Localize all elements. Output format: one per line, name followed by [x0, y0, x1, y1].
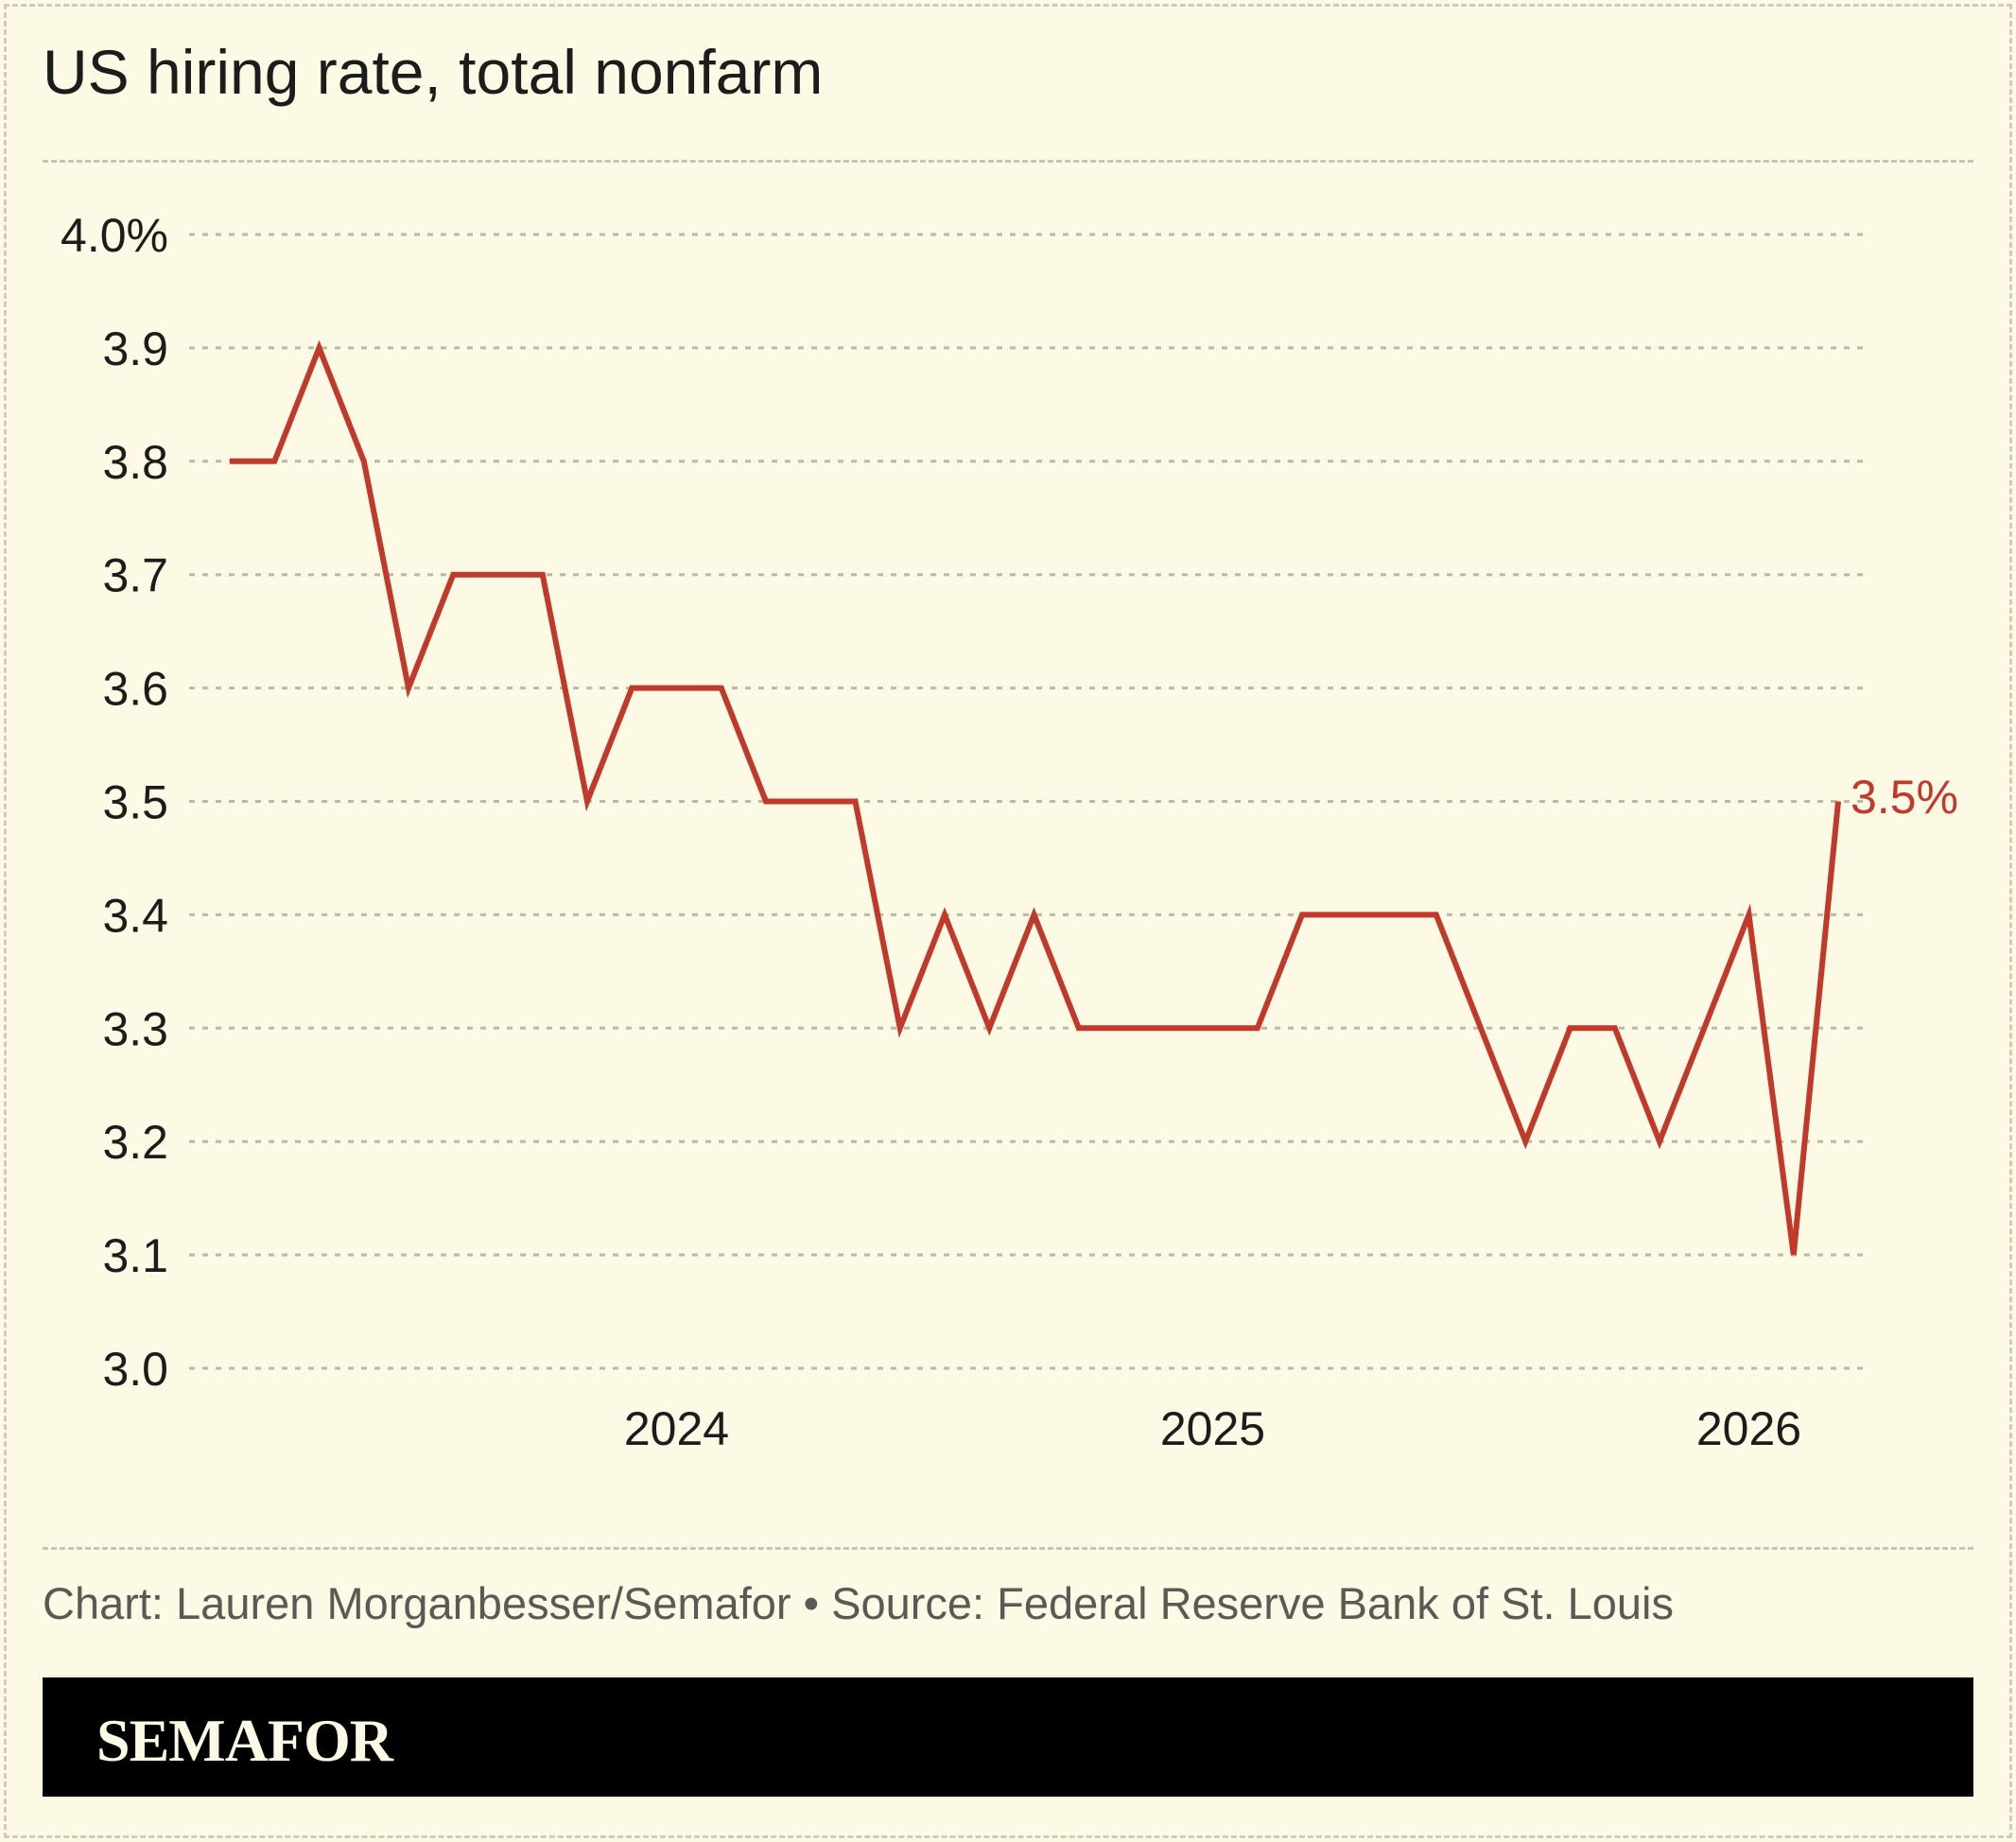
chart-frame [4, 4, 2012, 1838]
y-tick-label: 3.1 [102, 1229, 168, 1282]
end-value-label: 3.5% [1851, 771, 1958, 824]
y-tick-label: 3.4 [102, 889, 168, 942]
source-credit: Chart: Lauren Morganbesser/Semafor • Sou… [43, 1578, 1674, 1628]
chart-title: US hiring rate, total nonfarm [43, 37, 824, 107]
y-tick-label: 3.7 [102, 549, 168, 602]
y-tick-label: 3.9 [102, 322, 168, 375]
x-tick-label: 2026 [1696, 1402, 1801, 1455]
brand-bar: SEMAFOR [43, 1677, 1973, 1797]
y-tick-label: 3.0 [102, 1343, 168, 1396]
brand-logo: SEMAFOR [96, 1707, 393, 1774]
line-chart: 4.0% 3.9 3.8 3.7 3.6 3.5 3.4 3.3 3.2 3.1 3.0 2024 2… [61, 209, 1958, 1455]
series-line [230, 339, 1797, 1256]
x-tick-label: 2024 [624, 1402, 729, 1455]
y-tick-label: 3.5 [102, 776, 168, 829]
x-tick-label: 2025 [1160, 1402, 1265, 1455]
header-divider [43, 160, 1973, 163]
y-tick-label: 3.3 [102, 1002, 168, 1055]
footer-divider [43, 1547, 1973, 1550]
y-tick-label: 3.2 [102, 1116, 168, 1169]
y-tick-label: 3.6 [102, 663, 168, 716]
y-tick-label: 3.8 [102, 436, 168, 489]
y-tick-label: 4.0% [61, 209, 168, 262]
series-line [1790, 801, 1841, 1256]
